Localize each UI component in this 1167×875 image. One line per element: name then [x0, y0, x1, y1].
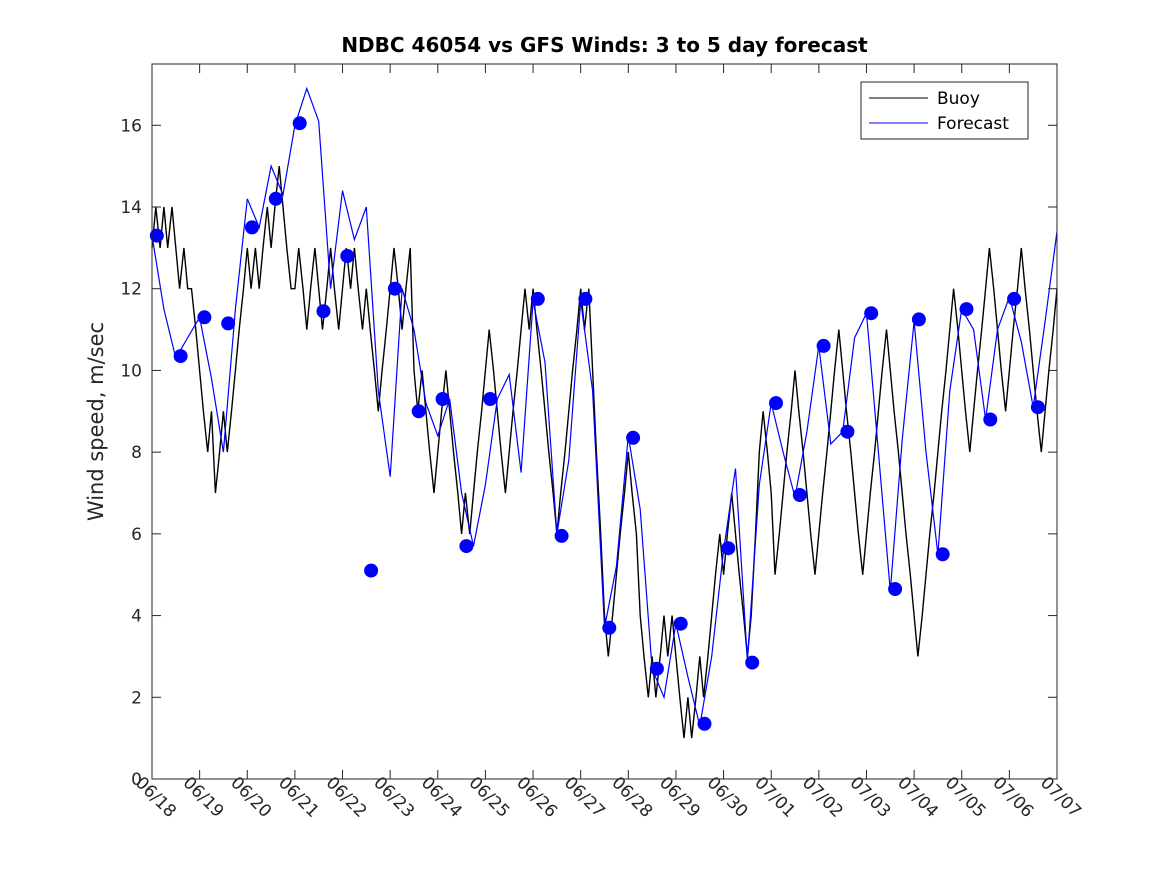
- forecast-marker: [864, 306, 879, 321]
- forecast-marker: [911, 312, 926, 327]
- forecast-marker: [959, 302, 974, 317]
- forecast-marker: [221, 316, 236, 331]
- legend-box: [860, 81, 1029, 140]
- forecast-marker: [721, 541, 736, 556]
- forecast-marker: [673, 616, 688, 631]
- forecast-marker: [840, 424, 855, 439]
- legend-label-forecast: Forecast: [937, 114, 1009, 134]
- forecast-marker: [983, 412, 998, 427]
- forecast-marker: [173, 349, 188, 364]
- plot-frame: [151, 63, 1058, 780]
- forecast-marker: [387, 281, 402, 296]
- y-tick-label: 4: [131, 607, 142, 627]
- chart-title: NDBC 46054 vs GFS Winds: 3 to 5 day fore…: [341, 33, 868, 57]
- series-line-buoy: [151, 166, 1058, 739]
- forecast-marker: [1007, 291, 1022, 306]
- y-tick-label: 8: [131, 443, 142, 463]
- forecast-marker: [792, 488, 807, 502]
- y-axis-title: Wind speed, m/sec: [84, 322, 108, 521]
- forecast-marker: [411, 404, 426, 419]
- forecast-marker: [340, 249, 355, 263]
- y-tick-label: 16: [120, 116, 142, 136]
- forecast-marker: [483, 392, 498, 406]
- forecast-marker: [602, 620, 617, 635]
- forecast-marker: [649, 661, 664, 676]
- forecast-marker: [816, 338, 831, 353]
- y-tick-label: 12: [120, 280, 142, 300]
- forecast-marker: [697, 716, 712, 731]
- forecast-marker: [197, 310, 212, 325]
- legend-label-buoy: Buoy: [937, 89, 980, 109]
- plot-area: [149, 86, 1058, 739]
- forecast-marker: [245, 220, 259, 235]
- forecast-marker: [292, 116, 307, 131]
- forecast-marker: [364, 563, 379, 578]
- y-tick-label: 0: [131, 770, 142, 790]
- forecast-marker: [268, 191, 283, 206]
- forecast-marker: [935, 547, 950, 562]
- forecast-marker: [578, 291, 593, 306]
- forecast-marker: [888, 582, 903, 596]
- legend: Buoy Forecast: [860, 81, 1029, 140]
- y-tick-label: 6: [131, 525, 142, 545]
- forecast-marker: [149, 228, 164, 243]
- forecast-marker: [554, 528, 569, 543]
- y-tick-label: 14: [120, 198, 142, 218]
- forecast-marker: [769, 396, 783, 411]
- forecast-marker: [316, 304, 331, 319]
- forecast-marker: [1030, 400, 1045, 415]
- forecast-marker: [530, 291, 545, 306]
- y-tick-label: 10: [120, 361, 142, 381]
- forecast-marker: [459, 539, 474, 554]
- forecast-marker: [745, 655, 760, 670]
- forecast-marker: [435, 392, 450, 406]
- forecast-marker: [626, 430, 641, 445]
- y-tick-label: 2: [131, 688, 142, 708]
